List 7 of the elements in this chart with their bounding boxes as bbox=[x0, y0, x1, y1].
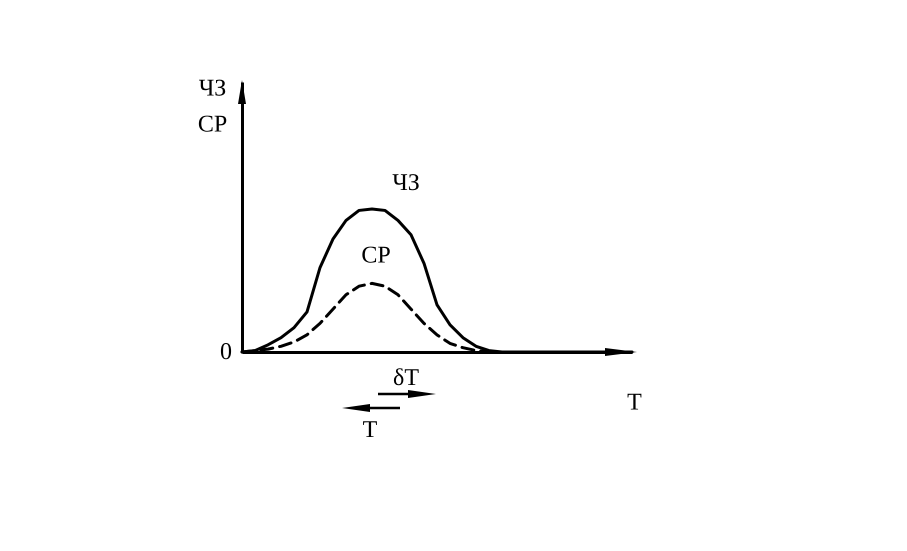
text: 0 bbox=[220, 339, 232, 365]
y-axis-title: ЧЗ СР bbox=[198, 76, 228, 138]
x-axis-title: T bbox=[627, 390, 642, 416]
series-label: СР bbox=[361, 242, 391, 268]
text: δT bbox=[393, 365, 420, 391]
series-label: ЧЗ bbox=[392, 170, 420, 196]
text: T bbox=[362, 417, 378, 443]
